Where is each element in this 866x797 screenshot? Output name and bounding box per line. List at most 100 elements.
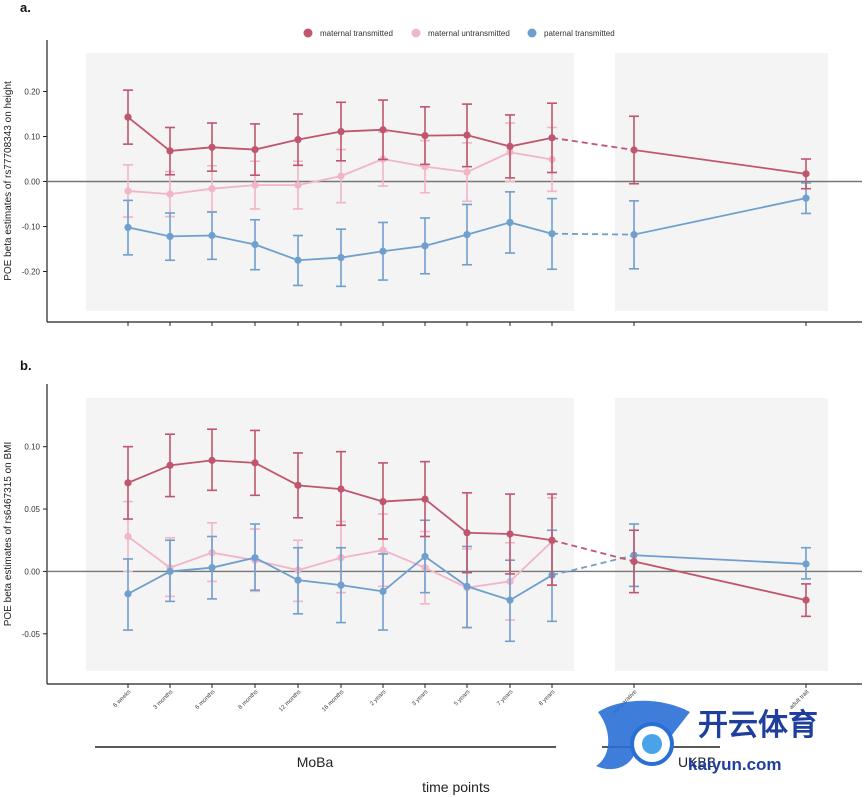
y-tick-label: 0.10 [24, 133, 40, 142]
data-point [463, 529, 471, 537]
y-axis-title: POE beta estimates of rs6467315 on BMI [3, 442, 14, 627]
data-point [124, 187, 132, 195]
group-label-ukbb: UKBB [678, 754, 716, 770]
y-tick-label: 0.10 [24, 443, 40, 452]
series-paternal-transmitted [123, 182, 811, 288]
y-tick-label: 0.05 [24, 505, 40, 514]
data-point [506, 218, 514, 227]
legend-label-1: maternal untransmitted [428, 29, 510, 38]
data-point [802, 560, 810, 568]
data-point [294, 481, 302, 489]
panel-label: b. [20, 358, 32, 373]
data-point [548, 230, 556, 238]
data-point [124, 223, 132, 231]
series-line-dashed-link [551, 539, 635, 563]
data-point [630, 231, 638, 239]
panel-a: -0.20 -0.10 0.00 0.10 0.20 a. POE beta estimat… [3, 0, 862, 326]
data-point [421, 132, 429, 140]
y-tick-label: -0.05 [22, 630, 41, 639]
panel-band-1 [615, 398, 828, 671]
x-tick-label: 6 months [195, 689, 217, 711]
data-point [337, 127, 345, 136]
y-axis-title: POE beta estimates of rs77708343 on heig… [3, 81, 14, 281]
data-point [463, 582, 471, 591]
data-point [208, 185, 216, 193]
data-point [630, 557, 638, 566]
panel-label: a. [20, 0, 31, 15]
logo-ball-core [642, 734, 662, 754]
series-maternal-untransmitted [123, 122, 557, 218]
data-point [251, 459, 259, 467]
data-point [379, 497, 387, 506]
data-point [630, 146, 638, 154]
data-point [506, 596, 514, 604]
x-axis-title: time points [422, 779, 490, 795]
data-point [208, 143, 216, 151]
x-tick-label: 5 years [453, 689, 471, 707]
y-tick-label: -0.10 [22, 223, 41, 232]
y-tick-label: 0.20 [24, 88, 40, 97]
data-point [421, 552, 429, 561]
data-point [208, 456, 216, 464]
data-point [251, 240, 259, 249]
x-tick-label: adult trait [789, 689, 811, 711]
data-point [166, 567, 174, 576]
data-point [166, 232, 174, 240]
data-point [337, 485, 345, 493]
y-tick-label: 0.00 [24, 567, 40, 576]
x-tick-label: 3 years [411, 689, 429, 707]
data-point [294, 256, 302, 264]
data-point [548, 536, 556, 544]
x-tick-label: 8 years [538, 689, 556, 707]
data-point [802, 596, 810, 604]
x-tick-label: 6 weeks [113, 689, 133, 709]
data-point [379, 546, 387, 554]
data-point [166, 190, 174, 198]
series-line-ukbb [633, 560, 807, 602]
data-point [294, 181, 302, 189]
x-tick-label: 2 years [369, 689, 387, 707]
series-line-ukbb [633, 554, 807, 565]
data-point [802, 170, 810, 178]
series-line-dashed-link [551, 136, 635, 151]
data-point [166, 147, 174, 155]
watermark-en: kaiyun.com [688, 755, 782, 774]
x-tick-label: 7 years [496, 689, 514, 707]
data-point [337, 172, 345, 180]
x-tick-label: 16 months [321, 689, 345, 713]
data-point [124, 590, 132, 598]
x-tick-label: 3 months [153, 689, 175, 711]
data-point [506, 530, 514, 538]
data-point [379, 247, 387, 255]
data-point [251, 554, 259, 562]
data-point [548, 134, 556, 142]
data-point [251, 145, 259, 154]
series-maternal-transmitted [123, 428, 811, 618]
legend-label-0: maternal transmitted [320, 29, 393, 38]
series-line-ukbb [633, 149, 807, 175]
series-line-dashed-link [551, 232, 635, 236]
panel-b: -0.05 0.00 0.05 0.10 b. POE beta estimates of… [3, 358, 862, 688]
data-point [337, 253, 345, 262]
series-line-ukbb [633, 197, 807, 236]
group-label-moba: MoBa [297, 754, 334, 770]
data-point [124, 113, 132, 121]
x-tick-label: 12 months [278, 689, 302, 713]
data-point [251, 181, 259, 189]
data-point [379, 126, 387, 134]
watermark-cn: 开云体育 [698, 708, 818, 742]
data-point [421, 495, 429, 503]
data-point [166, 461, 174, 469]
legend-marker-0 [303, 28, 313, 38]
panel-band-0 [86, 398, 574, 671]
series-maternal-transmitted [123, 89, 811, 190]
y-tick-label: -0.20 [22, 268, 41, 277]
legend-marker-1 [411, 28, 421, 38]
data-point [208, 564, 216, 572]
data-point [463, 231, 471, 239]
data-point [379, 587, 387, 595]
y-tick-label: 0.00 [24, 178, 40, 187]
legend-marker-2 [527, 28, 537, 38]
data-point [506, 142, 514, 150]
